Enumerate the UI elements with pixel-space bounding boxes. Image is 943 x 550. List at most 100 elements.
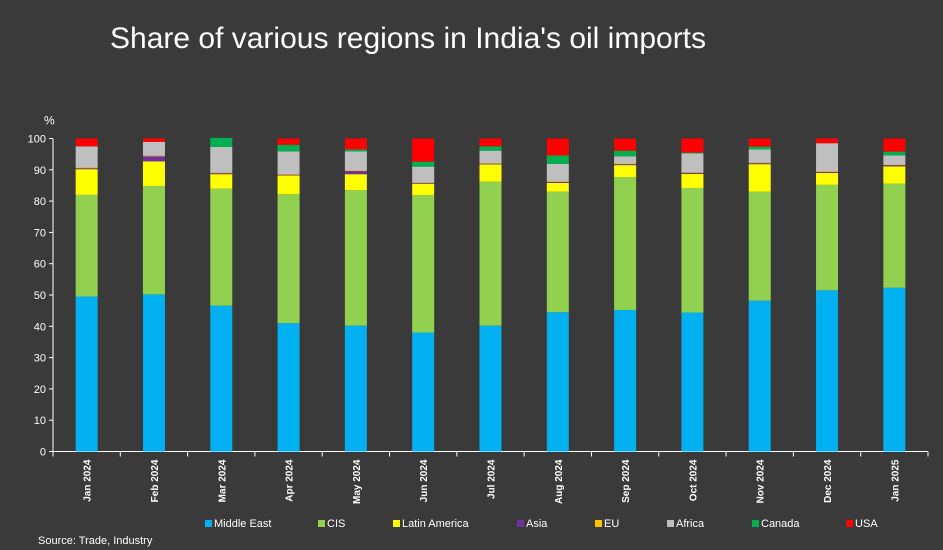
bar-segment: USA Nov 2024: 2.6 — [748, 138, 771, 147]
legend-swatch — [318, 520, 325, 527]
bar-segment: USA May 2024: 3.5 — [344, 138, 367, 150]
bar-segment: Africa Feb 2024: 4.4 — [142, 141, 165, 156]
bar-segment: CIS Oct 2024: 39.8 — [681, 187, 704, 313]
bar-segment: USA Jul 2024: 2.5 — [479, 138, 502, 147]
chart-title: Share of various regions in India's oil … — [110, 22, 707, 55]
x-axis: Jan 2024 Feb 2024 Mar 2024 Apr 2024 May 2024… — [52, 451, 929, 504]
bar-segment: CIS Jan 2025: 33.3 — [883, 183, 906, 288]
bar-segment: Middle East Jun 2024: 38 — [412, 332, 435, 452]
bar-segment: USA Jun 2024: 7.4 — [412, 138, 435, 162]
bar-stack: Middle East Feb 2024: 50.2CIS Feb 2024: … — [142, 138, 165, 452]
x-tick-label: Mar 2024 — [217, 459, 228, 502]
legend-label: Asia — [526, 518, 548, 530]
bar-segment: Middle East Dec 2024: 51.5 — [816, 290, 839, 452]
bar-segment: Asia Jan 2024: 0.3 — [75, 168, 98, 170]
bar-segment: Latin America Oct 2024: 4.5 — [681, 173, 704, 188]
y-tick-label: 100 — [28, 134, 46, 146]
bar-segment: Canada Sep 2024: 1.8 — [614, 150, 637, 157]
bar-segment: Africa Mar 2024: 8.2 — [210, 146, 233, 173]
x-tick-label: Jan 2024 — [83, 459, 94, 502]
bar-segment: Asia Aug 2024: 0.3 — [546, 182, 569, 183]
bar-segment: Africa Dec 2024: 9 — [816, 143, 839, 172]
bars: Middle East Jan 2024: 49.5CIS Jan 2024: … — [75, 137, 906, 452]
bar-segment: Africa Aug 2024: 5.6 — [546, 163, 569, 182]
x-tick-label: Jan 2025 — [890, 459, 901, 502]
bar-segment: Asia Sep 2024: 0.3 — [614, 164, 637, 166]
bar-segment: USA Jan 2025: 4.2 — [883, 138, 906, 152]
bar-segment: CIS Feb 2024: 34.6 — [142, 186, 165, 295]
x-tick-label: Dec 2024 — [823, 459, 834, 503]
bar-segment: Asia Jan 2025: 0.4 — [883, 165, 906, 167]
bar-segment: Asia Nov 2024: 0.3 — [748, 163, 771, 165]
bar-segment: Asia May 2024: 1 — [344, 171, 367, 175]
bar-segment: Middle East Nov 2024: 48.2 — [748, 300, 771, 452]
bar-segment: Middle East Sep 2024: 45.2 — [614, 310, 637, 452]
x-tick-label: May 2024 — [352, 459, 363, 504]
x-tick-label: Apr 2024 — [285, 459, 296, 502]
bar-segment: Africa Apr 2024: 7.3 — [277, 151, 300, 175]
bar-segment: Africa Jun 2024: 5.1 — [412, 166, 435, 183]
bar-segment: EU Jan 2025: 0.2 — [883, 164, 906, 166]
bar-segment: Middle East Oct 2024: 44.4 — [681, 312, 704, 452]
bar-segment: USA Feb 2024: 1.1 — [142, 138, 165, 142]
y-tick-label: 70 — [34, 227, 46, 239]
bar-stack: Middle East Mar 2024: 46.6CIS Mar 2024: … — [210, 137, 233, 452]
bar-segment: Middle East Aug 2024: 44.5 — [546, 312, 569, 452]
bar-segment: Canada Aug 2024: 2.7 — [546, 155, 569, 164]
bar-segment: EU Aug 2024: 0.2 — [546, 181, 569, 183]
x-tick-label: Aug 2024 — [554, 459, 565, 504]
bar-segment: Africa Jan 2025: 2.9 — [883, 155, 906, 165]
legend: Middle East CIS Latin America Asia EU Africa C… — [205, 518, 878, 530]
bar-segment: EU Dec 2024: 0.2 — [816, 171, 839, 172]
bar-segment: Latin America Feb 2024: 7.9 — [142, 161, 165, 187]
bar-segment: Asia Oct 2024: 0.3 — [681, 172, 704, 174]
y-tick-label: 50 — [34, 290, 46, 302]
bar-segment: CIS Jan 2024: 32.5 — [75, 194, 98, 297]
bar-segment: Middle East Mar 2024: 46.6 — [210, 305, 233, 452]
bar-segment: Latin America Dec 2024: 3.8 — [816, 172, 839, 185]
bar-segment: Latin America Jan 2024: 8.2 — [75, 169, 98, 195]
y-axis-unit-label: % — [44, 114, 55, 128]
x-tick-label: Sep 2024 — [621, 459, 632, 503]
bar-segment: Asia Mar 2024: 0.3 — [210, 173, 233, 175]
bar-segment: Africa May 2024: 6.1 — [344, 151, 367, 171]
bar-stack: Middle East Jul 2024: 40.2CIS Jul 2024: … — [479, 138, 502, 452]
y-tick-label: 40 — [34, 321, 46, 333]
bar-segment: Canada May 2024: 0.6 — [344, 149, 367, 152]
bar-segment: EU Jan 2024: 0.2 — [75, 167, 98, 169]
y-tick-label: 90 — [34, 165, 46, 177]
bar-segment: USA Sep 2024: 3.9 — [614, 138, 637, 151]
y-axis: 0 10 20 30 40 50 60 70 80 90 100% — [28, 114, 55, 459]
bar-segment: CIS Jul 2024: 46 — [479, 181, 502, 326]
y-tick-label: 80 — [34, 196, 46, 208]
bar-segment: Middle East Jan 2024: 49.5 — [75, 296, 98, 452]
bar-segment: Latin America Jan 2025: 5.5 — [883, 166, 906, 184]
bar-stack: Middle East Sep 2024: 45.2CIS Sep 2024: … — [614, 138, 637, 452]
bar-segment: Africa Jan 2024: 6.8 — [75, 146, 98, 168]
bar-segment: EU Jul 2024: 0.2 — [479, 163, 502, 164]
bar-segment: Africa Nov 2024: 4.2 — [748, 149, 771, 163]
bar-segment: Canada Nov 2024: 0.9 — [748, 146, 771, 150]
bar-stack: Middle East Jan 2024: 49.5CIS Jan 2024: … — [75, 138, 98, 452]
bar-segment: Canada Oct 2024: 0.3 — [681, 152, 704, 154]
bar-segment: EU Mar 2024: 0.2 — [210, 172, 233, 174]
bar-segment: Canada Jun 2024: 1.6 — [412, 161, 435, 167]
bar-segment: CIS May 2024: 43.3 — [344, 190, 367, 326]
bar-segment: USA Oct 2024: 4.5 — [681, 138, 704, 153]
bar-segment: Latin America Jul 2024: 5.5 — [479, 164, 502, 182]
bar-segment: USA Apr 2024: 2 — [277, 138, 300, 145]
bar-segment: EU Feb 2024: 0.2 — [142, 155, 165, 157]
bar-segment: EU Nov 2024: 0.2 — [748, 162, 771, 164]
legend-label: Latin America — [402, 518, 470, 530]
bar-segment: USA Dec 2024: 1.5 — [816, 138, 839, 144]
bar-stack: Middle East Nov 2024: 48.2CIS Nov 2024: … — [748, 138, 771, 452]
bar-stack: Middle East May 2024: 40.2CIS May 2024: … — [344, 138, 367, 452]
bar-segment: EU Sep 2024: 0.2 — [614, 163, 637, 165]
bar-segment: Africa Jul 2024: 4 — [479, 150, 502, 164]
legend-swatch — [517, 520, 524, 527]
bar-segment: Latin America Sep 2024: 3.8 — [614, 165, 637, 177]
legend-swatch — [393, 520, 400, 527]
bar-segment: Canada Jul 2024: 1.4 — [479, 146, 502, 151]
legend-swatch — [752, 520, 759, 527]
